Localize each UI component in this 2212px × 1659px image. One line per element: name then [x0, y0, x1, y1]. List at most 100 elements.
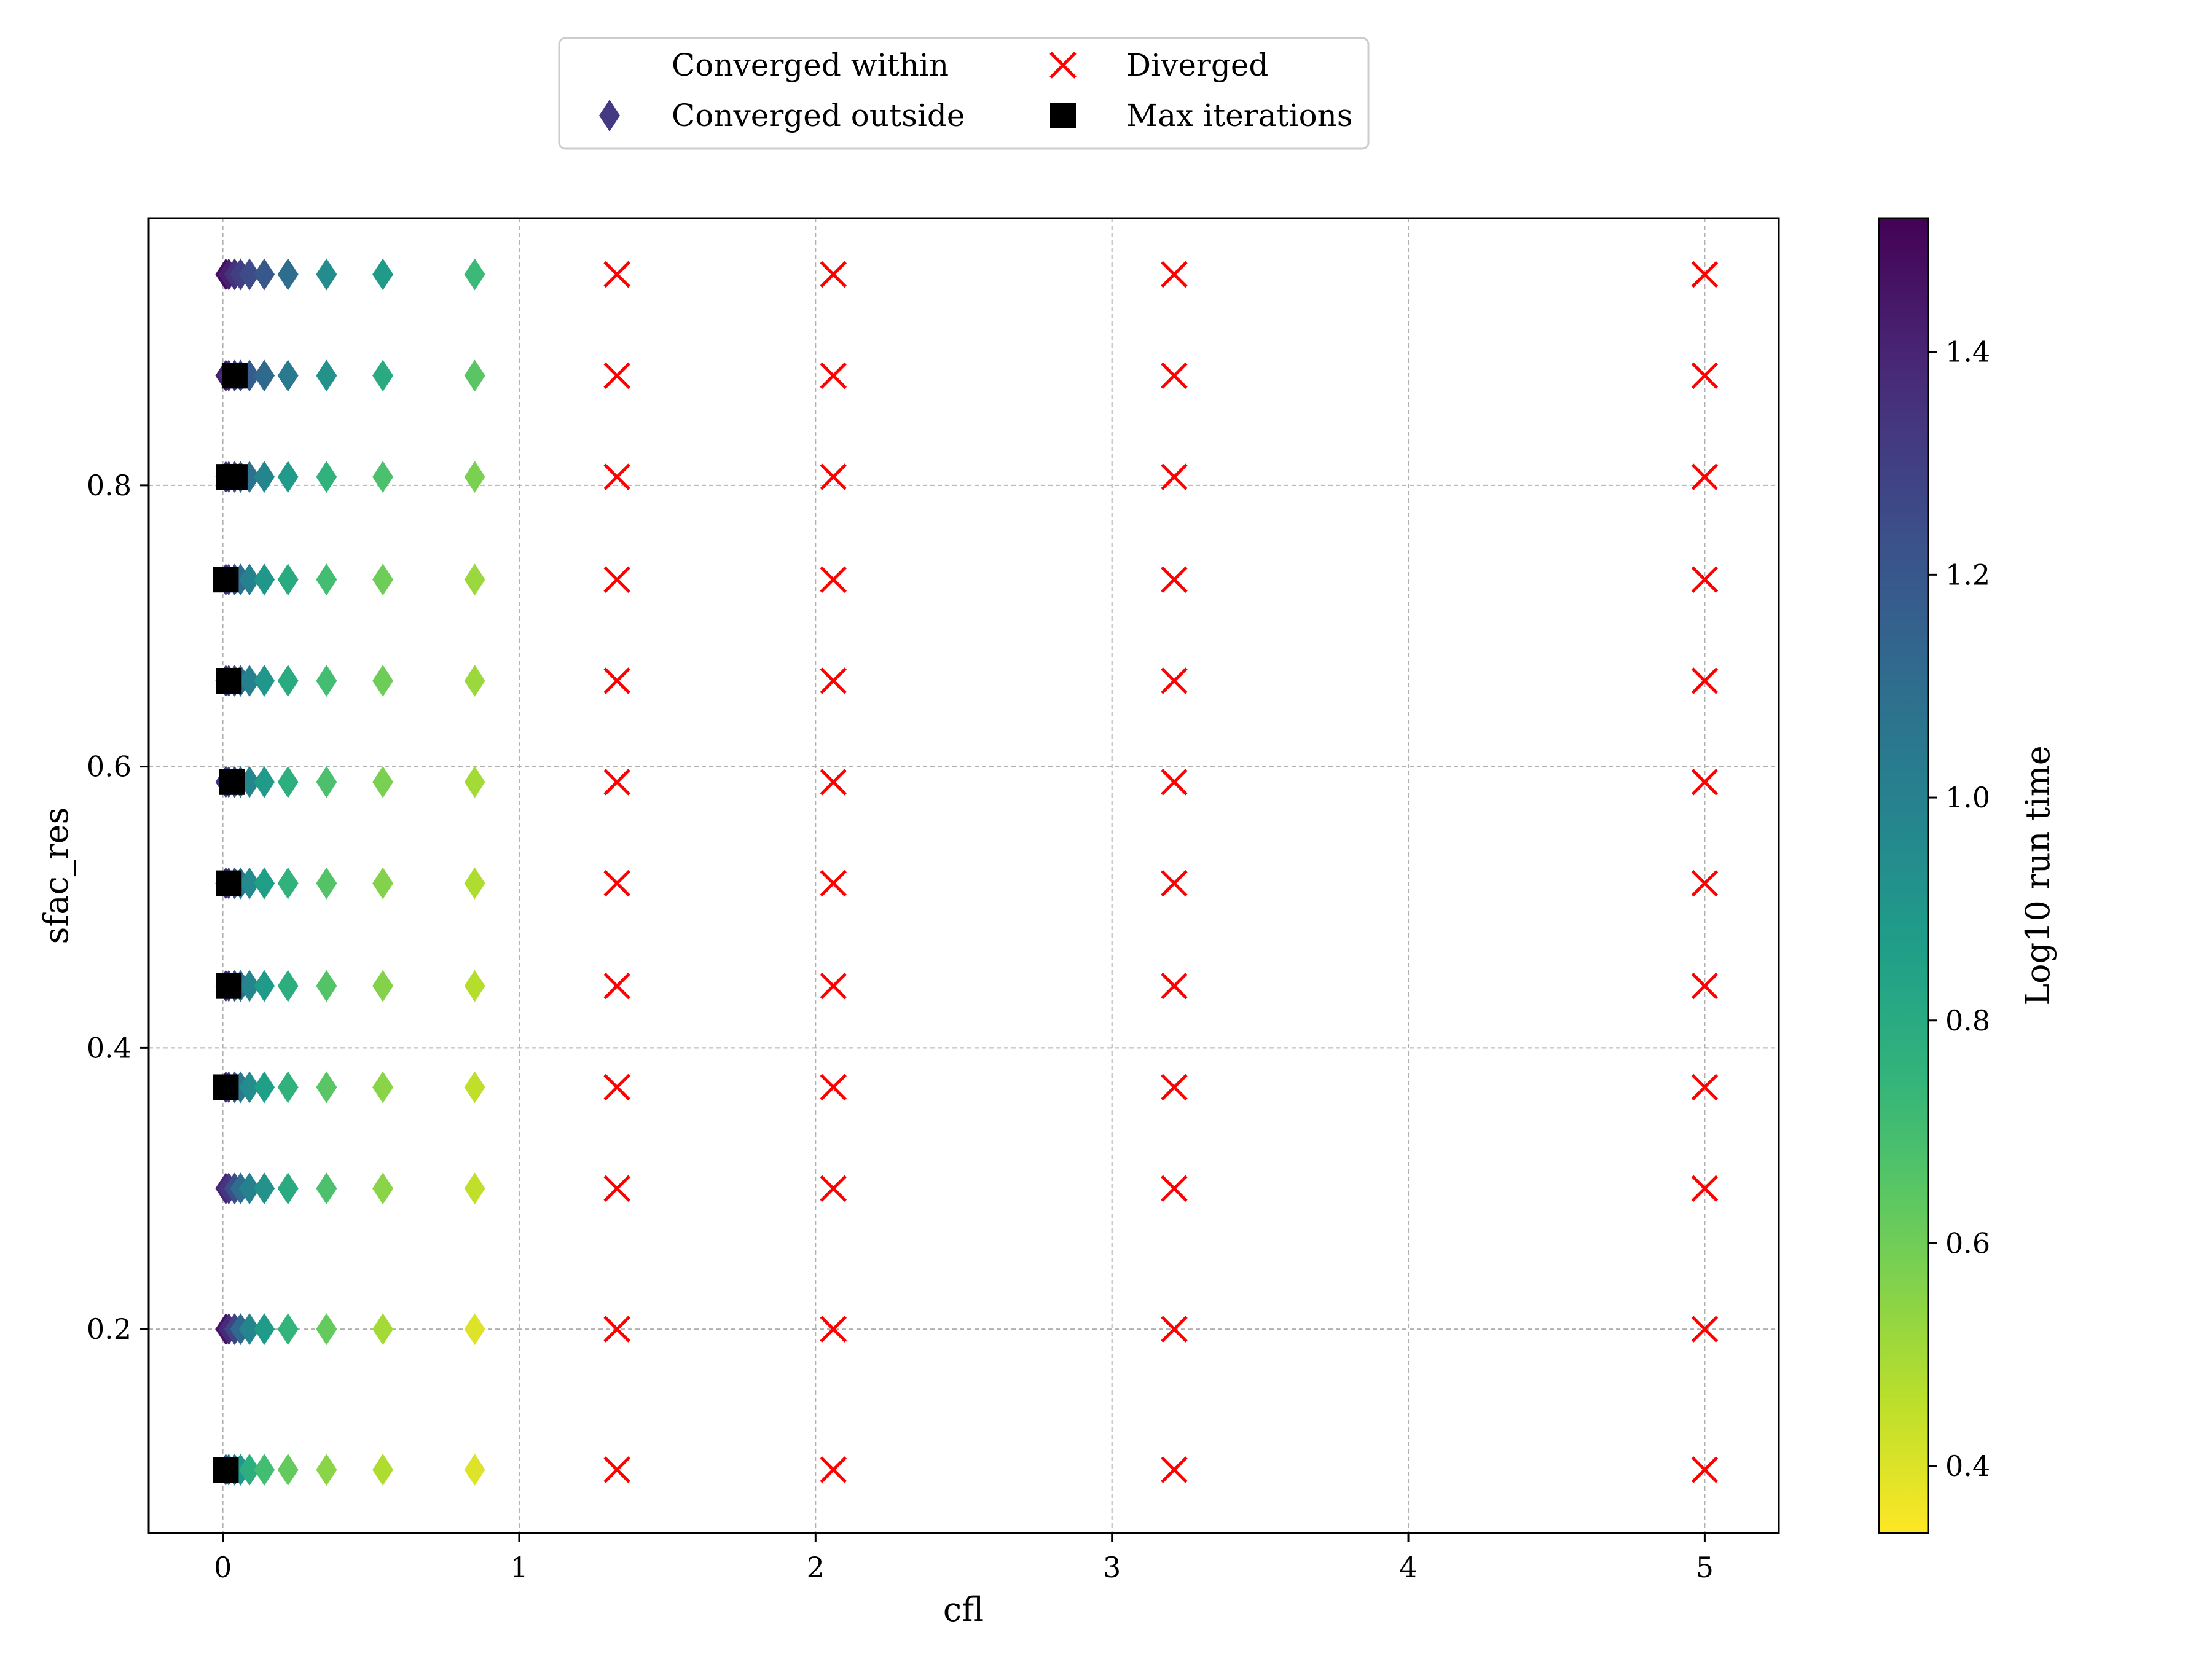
- colorbar-tick-label: 1.4: [1945, 335, 1990, 369]
- diverged-point: [603, 869, 630, 897]
- colorbar-tick-label: 1.0: [1945, 781, 1990, 814]
- x-tick-label: 3: [1103, 1551, 1121, 1584]
- converged-outside-point: [316, 1313, 337, 1346]
- legend-entry-label: Converged within: [672, 47, 949, 83]
- x-tick-label: 1: [510, 1551, 528, 1584]
- diverged-point: [1691, 869, 1719, 897]
- y-axis-label: sfac_res: [37, 807, 76, 944]
- converged-outside-point: [372, 461, 394, 493]
- diverged-point: [1691, 566, 1719, 593]
- converged-outside-point: [316, 359, 337, 392]
- diverged-point: [603, 1456, 630, 1483]
- grid-lines: [149, 218, 1779, 1533]
- converged-outside-point: [239, 1313, 261, 1346]
- converged-outside-point: [316, 1172, 337, 1205]
- converged-outside-point: [372, 563, 394, 596]
- diverged-point: [820, 463, 847, 490]
- converged-outside-point: [254, 665, 275, 697]
- diverged-point: [1161, 261, 1188, 288]
- diverged-point: [1161, 463, 1188, 490]
- converged-outside-point: [372, 970, 394, 1002]
- converged-outside-point: [254, 1071, 275, 1104]
- diverged-point: [603, 362, 630, 390]
- diverged-point: [820, 972, 847, 1000]
- legend-entry-label: Diverged: [1126, 47, 1268, 83]
- converged-outside-point: [464, 665, 485, 697]
- converged-outside-point: [239, 970, 261, 1002]
- converged-outside-point: [239, 867, 261, 900]
- y-tick-label: 0.4: [87, 1031, 131, 1064]
- max-iterations-point: [219, 769, 245, 795]
- converged-outside-point: [316, 461, 337, 493]
- converged-outside-point: [239, 563, 261, 596]
- converged-outside-point: [372, 1071, 394, 1104]
- converged-outside-point: [464, 1313, 485, 1346]
- diverged-point: [1691, 1316, 1719, 1343]
- diverged-point: [820, 1073, 847, 1101]
- diverged-point: [1161, 362, 1188, 390]
- converged-outside-point: [372, 665, 394, 697]
- diverged-point: [603, 1073, 630, 1101]
- converged-outside-point: [277, 766, 299, 798]
- diverged-point: [1161, 667, 1188, 694]
- converged-outside-point: [464, 1071, 485, 1104]
- diverged-point: [820, 1316, 847, 1343]
- x-tick-label: 5: [1696, 1551, 1714, 1584]
- converged-outside-point: [239, 258, 261, 291]
- converged-outside-point: [316, 766, 337, 798]
- converged-outside-point: [277, 359, 299, 392]
- diverged-point: [603, 261, 630, 288]
- converged-outside-point: [464, 1172, 485, 1205]
- y-tick-label: 0.6: [87, 750, 131, 783]
- converged-outside-point: [372, 766, 394, 798]
- legend-marker-square: [1050, 103, 1076, 128]
- diverged-point: [1691, 769, 1719, 796]
- converged-outside-point: [372, 1172, 394, 1205]
- converged-outside-point: [464, 461, 485, 493]
- diverged-point: [820, 566, 847, 593]
- converged-outside-point: [277, 258, 299, 291]
- x-tick-label: 0: [214, 1551, 232, 1584]
- diverged-point: [820, 667, 847, 694]
- converged-outside-point: [464, 867, 485, 900]
- diverged-point: [1161, 972, 1188, 1000]
- diverged-point: [1161, 769, 1188, 796]
- converged-outside-point: [254, 867, 275, 900]
- converged-outside-point: [277, 461, 299, 493]
- converged-outside-point: [239, 1071, 261, 1104]
- max-iterations-point: [221, 464, 248, 490]
- converged-outside-point: [277, 665, 299, 697]
- diverged-point: [603, 972, 630, 1000]
- converged-outside-point: [372, 1454, 394, 1486]
- diverged-point: [603, 1316, 630, 1343]
- converged-outside-point: [277, 563, 299, 596]
- converged-outside-point: [277, 1172, 299, 1205]
- converged-outside-point: [464, 1454, 485, 1486]
- converged-outside-point: [239, 665, 261, 697]
- diverged-point: [1691, 972, 1719, 1000]
- legend-frame: [558, 37, 1370, 150]
- converged-outside-point: [464, 563, 485, 596]
- converged-outside-point: [277, 867, 299, 900]
- converged-outside-point: [464, 766, 485, 798]
- max-iterations-point: [213, 1457, 239, 1483]
- diverged-point: [820, 1175, 847, 1202]
- y-tick-label: 0.8: [87, 469, 131, 502]
- converged-outside-point: [277, 1313, 299, 1346]
- diverged-point: [820, 769, 847, 796]
- diverged-point: [1161, 1073, 1188, 1101]
- data-marks: [213, 258, 1719, 1486]
- diverged-point: [1691, 1456, 1719, 1483]
- converged-outside-point: [316, 258, 337, 291]
- diverged-point: [820, 1456, 847, 1483]
- converged-outside-point: [464, 359, 485, 392]
- converged-outside-point: [254, 1454, 275, 1486]
- converged-outside-point: [316, 1071, 337, 1104]
- max-iterations-point: [216, 668, 242, 694]
- colorbar: 0.4 0.6 0.8 1.0 1.2 1.4 Log10 run time: [1878, 217, 2057, 1534]
- legend-entry-label: Converged outside: [672, 98, 965, 133]
- max-iterations-point: [221, 363, 248, 389]
- diverged-point: [603, 463, 630, 490]
- diverged-point: [820, 362, 847, 390]
- converged-outside-point: [372, 1313, 394, 1346]
